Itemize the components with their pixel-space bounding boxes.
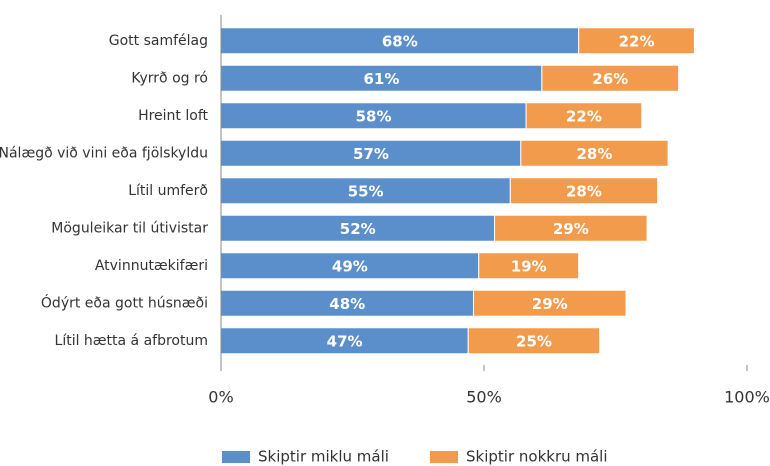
value-label: 28% xyxy=(577,145,613,163)
legend-swatch xyxy=(430,451,458,463)
value-label: 29% xyxy=(532,295,568,313)
category-label: Lítil umferð xyxy=(128,183,208,199)
bar-segment xyxy=(220,252,480,280)
bar-segment xyxy=(578,27,695,55)
bar-segment xyxy=(541,64,680,92)
value-label: 22% xyxy=(566,107,602,125)
value-label: 68% xyxy=(382,32,418,50)
category-label: Möguleikar til útivistar xyxy=(51,220,208,236)
legend-label: Skiptir miklu máli xyxy=(258,448,389,466)
bar-segment xyxy=(494,214,648,242)
bar-segment xyxy=(478,252,580,280)
value-label: 22% xyxy=(619,32,655,50)
x-tick-label: 50% xyxy=(466,388,502,407)
value-label: 19% xyxy=(511,257,547,275)
bar-segment xyxy=(220,139,522,167)
category-label: Kyrrð og ró xyxy=(131,70,208,86)
category-label: Gott samfélag xyxy=(109,33,208,49)
bar-segment xyxy=(525,102,643,130)
bar-segment xyxy=(520,139,669,167)
category-label: Atvinnutækifæri xyxy=(95,258,208,274)
bar-segment xyxy=(472,289,627,317)
category-label: Nálægð við vini eða fjölskyldu xyxy=(0,145,208,161)
x-tick-label: 0% xyxy=(208,388,233,407)
value-label: 47% xyxy=(327,332,363,350)
bar-segment xyxy=(467,327,601,355)
value-label: 49% xyxy=(332,257,368,275)
value-label: 28% xyxy=(566,182,602,200)
bar-segment xyxy=(220,102,527,130)
bar-segment xyxy=(220,27,580,55)
value-label: 52% xyxy=(340,220,376,238)
bar-segment xyxy=(220,64,543,92)
category-label: Lítil hætta á afbrotum xyxy=(55,333,208,349)
category-label: Hreint loft xyxy=(138,108,208,124)
legend-label: Skiptir nokkru máli xyxy=(466,448,608,466)
value-label: 48% xyxy=(329,295,365,313)
value-label: 29% xyxy=(553,220,589,238)
value-label: 55% xyxy=(348,182,384,200)
value-label: 58% xyxy=(356,107,392,125)
value-label: 61% xyxy=(363,70,399,88)
x-tick-label: 100% xyxy=(724,388,770,407)
bar-segment xyxy=(509,177,659,205)
value-label: 25% xyxy=(516,332,552,350)
value-label: 57% xyxy=(353,145,389,163)
legend-swatch xyxy=(222,451,250,463)
value-label: 26% xyxy=(592,70,628,88)
category-label: Ódýrt eða gott húsnæði xyxy=(41,293,208,311)
